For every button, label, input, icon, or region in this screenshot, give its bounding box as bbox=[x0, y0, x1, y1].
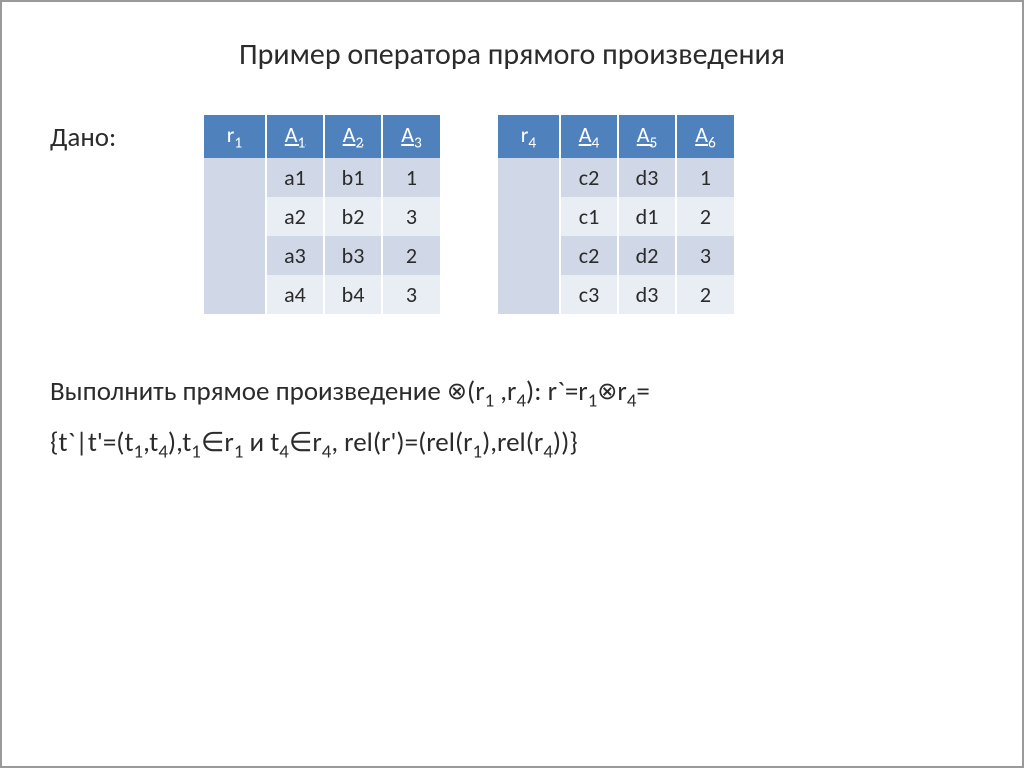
top-row: Дано: r1 A1 A2 A3 a1 b1 1 bbox=[50, 115, 974, 314]
table-r1-col-a1: A1 bbox=[266, 115, 324, 158]
body-text: Выполнить прямое произведение ⊗(r1 ,r4):… bbox=[50, 368, 974, 469]
slide: Пример оператора прямого произведения Да… bbox=[0, 0, 1024, 768]
table-r1-col-a2: A2 bbox=[324, 115, 382, 158]
otimes-icon: ⊗ bbox=[447, 377, 467, 406]
table-row: c3 d3 2 bbox=[498, 275, 734, 314]
table-r1-header: r1 A1 A2 A3 bbox=[204, 115, 440, 158]
table-row: a4 b4 3 bbox=[204, 275, 440, 314]
table-row: c2 d3 1 bbox=[498, 158, 734, 197]
otimes-icon: ⊗ bbox=[597, 377, 617, 406]
table-r1-col-a3: A3 bbox=[382, 115, 440, 158]
table-r4: r4 A4 A5 A6 c2 d3 1 c1 d1 2 bbox=[498, 115, 734, 314]
table-row: a1 b1 1 bbox=[204, 158, 440, 197]
table-row: c1 d1 2 bbox=[498, 197, 734, 236]
table-r4-col-a5: A5 bbox=[618, 115, 676, 158]
table-r4-relname: r4 bbox=[498, 115, 560, 158]
line-2: {t`|t'=(t1,t4),t1∈r1 и t4∈r4, rel(r')=(r… bbox=[50, 419, 974, 469]
table-row: a2 b2 3 bbox=[204, 197, 440, 236]
table-r4-col-a4: A4 bbox=[560, 115, 618, 158]
tables-container: r1 A1 A2 A3 a1 b1 1 a2 b2 3 bbox=[204, 115, 734, 314]
table-row: c2 d2 3 bbox=[498, 236, 734, 275]
table-r1-relname: r1 bbox=[204, 115, 266, 158]
table-r4-header: r4 A4 A5 A6 bbox=[498, 115, 734, 158]
slide-title: Пример оператора прямого произведения bbox=[50, 36, 974, 73]
table-row: a3 b3 2 bbox=[204, 236, 440, 275]
line-1: Выполнить прямое произведение ⊗(r1 ,r4):… bbox=[50, 368, 974, 418]
table-r1: r1 A1 A2 A3 a1 b1 1 a2 b2 3 bbox=[204, 115, 440, 314]
table-r4-col-a6: A6 bbox=[676, 115, 734, 158]
given-label: Дано: bbox=[50, 115, 160, 154]
